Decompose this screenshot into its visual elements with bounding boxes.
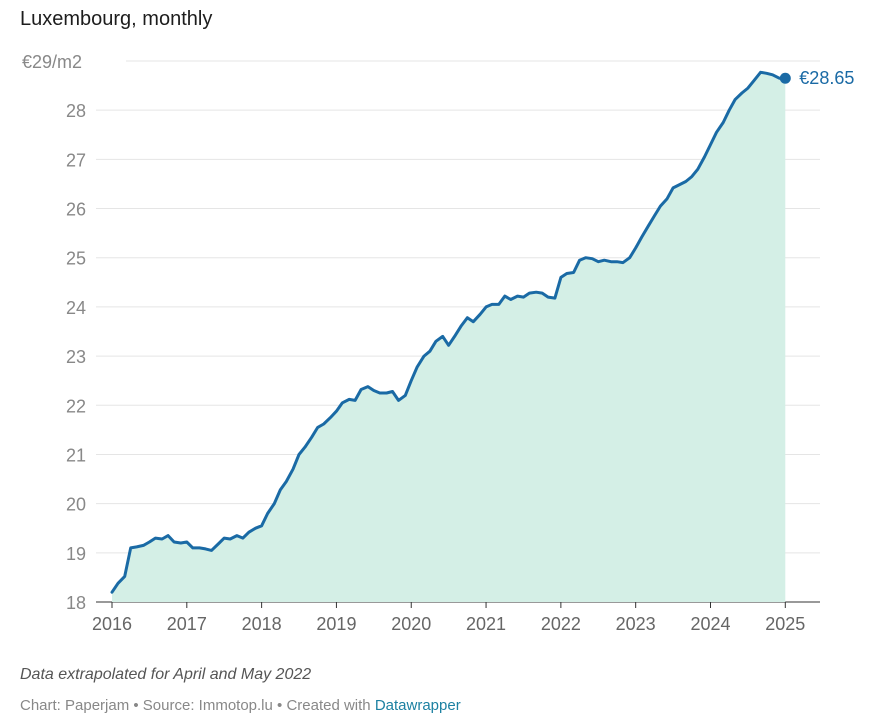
end-point-marker	[779, 72, 791, 84]
x-tick-label: 2023	[616, 614, 656, 634]
y-tick-label: 23	[66, 347, 86, 367]
y-tick-label: 20	[66, 495, 86, 515]
y-tick-label: 24	[66, 298, 86, 318]
end-point-label: €28.65	[799, 68, 854, 88]
x-tick-label: 2021	[466, 614, 506, 634]
credits-footer: Chart: Paperjam • Source: Immotop.lu • C…	[20, 697, 461, 714]
credits-text: Chart: Paperjam • Source: Immotop.lu • C…	[20, 697, 375, 714]
y-tick-label: 27	[66, 150, 86, 170]
y-tick-label: 18	[66, 593, 86, 613]
y-tick-label: 28	[66, 101, 86, 121]
y-tick-label: 26	[66, 200, 86, 220]
x-tick-label: 2024	[690, 614, 730, 634]
x-tick-label: 2025	[765, 614, 805, 634]
x-axis: 2016 2017 2018 2019 2020 2021 2022 2023 2024 2025	[92, 602, 805, 634]
x-tick-label: 2020	[391, 614, 431, 634]
y-tick-label: 21	[66, 445, 86, 465]
datawrapper-link[interactable]: Datawrapper	[374, 697, 461, 714]
extrapolation-note: Data extrapolated for April and May 2022	[20, 666, 312, 683]
x-tick-label: 2022	[541, 614, 581, 634]
y-tick-label: €29/m2	[22, 52, 82, 72]
x-tick-label: 2018	[242, 614, 282, 634]
y-tick-label: 25	[66, 249, 86, 269]
y-axis: €29/m2 28 27 26 25 24 23 22 21 20 19 18	[22, 52, 86, 613]
y-tick-label: 22	[66, 396, 86, 416]
chart-title: Luxembourg, monthly	[20, 8, 213, 30]
x-tick-label: 2016	[92, 614, 132, 634]
area-fill	[112, 72, 786, 603]
y-tick-label: 19	[66, 544, 86, 564]
x-tick-label: 2019	[316, 614, 356, 634]
series-line	[110, 70, 787, 594]
x-tick-label: 2017	[167, 614, 207, 634]
